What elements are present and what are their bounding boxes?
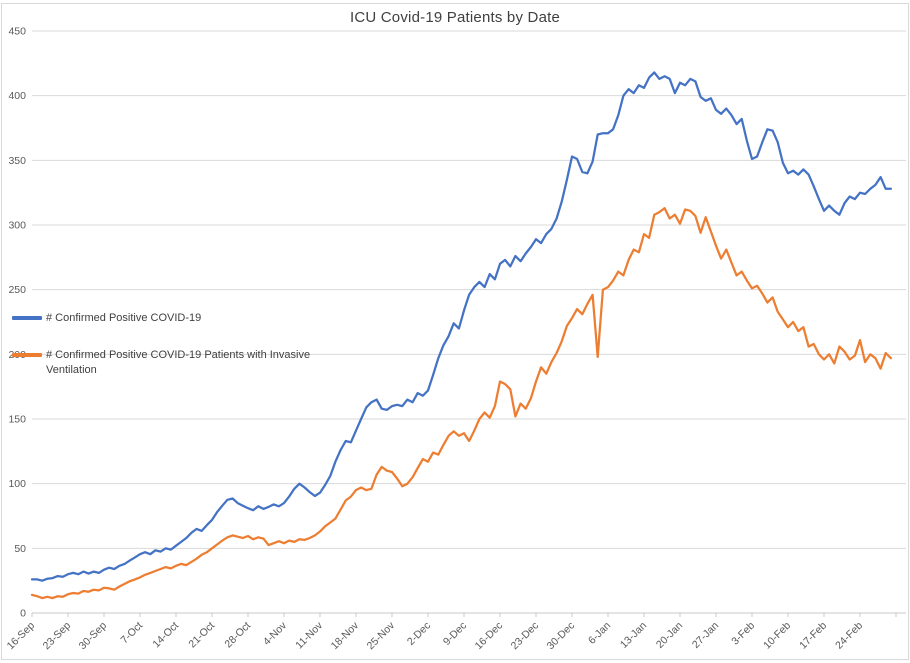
x-axis-label: 2-Dec xyxy=(405,620,433,648)
x-axis-label: 23-Dec xyxy=(509,620,541,652)
x-axis-label: 3-Feb xyxy=(729,620,757,648)
x-axis-label: 23-Sep xyxy=(41,620,74,653)
legend-swatch-invasive-ventilation xyxy=(12,353,42,357)
x-axis-label: 11-Nov xyxy=(293,619,325,651)
x-axis-label: 16-Dec xyxy=(473,620,505,652)
x-axis-label: 16-Sep xyxy=(5,620,38,653)
legend-label-confirmed-positive: # Confirmed Positive COVID-19 xyxy=(46,312,202,324)
x-axis-label: 20-Jan xyxy=(654,620,685,651)
y-axis-label: 350 xyxy=(8,155,26,167)
x-axis-label: 14-Oct xyxy=(150,620,181,651)
chart-title: ICU Covid-19 Patients by Date xyxy=(349,9,561,26)
x-axis-label: 28-Oct xyxy=(222,620,253,651)
y-axis-label: 150 xyxy=(8,414,26,426)
y-axis-label: 400 xyxy=(8,90,26,102)
legend-label-invasive-ventilation: # Confirmed Positive COVID-19 Patients w… xyxy=(46,349,311,376)
legend: # Confirmed Positive COVID-19 # Confirme… xyxy=(12,311,338,378)
y-axis-label: 250 xyxy=(8,284,26,296)
x-axis-label: 21-Oct xyxy=(186,620,217,651)
x-axis-label: 4-Nov xyxy=(261,619,290,648)
y-axis-label: 450 xyxy=(8,26,26,38)
series-line-confirmed-positive xyxy=(30,71,893,582)
y-axis-label: 100 xyxy=(8,478,26,490)
x-axis-label: 18-Nov xyxy=(329,619,362,652)
series-line-invasive-ventilation xyxy=(30,207,893,600)
x-axis-label: 30-Dec xyxy=(545,620,577,652)
y-axis-label: 0 xyxy=(20,608,26,620)
y-axis-label: 300 xyxy=(8,220,26,232)
x-axis-label: 24-Feb xyxy=(833,620,865,652)
x-axis-label: 7-Oct xyxy=(118,620,145,647)
x-axis-label: 13-Jan xyxy=(618,620,649,651)
x-axis-label: 25-Nov xyxy=(365,619,398,652)
x-axis-label: 27-Jan xyxy=(690,620,721,651)
y-axis-label: 50 xyxy=(14,543,26,555)
legend-item-invasive-ventilation: # Confirmed Positive COVID-19 Patients w… xyxy=(12,348,338,378)
legend-item-confirmed-positive: # Confirmed Positive COVID-19 xyxy=(12,311,338,326)
x-axis-label: 30-Sep xyxy=(77,620,110,653)
x-axis-label: 9-Dec xyxy=(441,620,469,648)
x-axis-label: 17-Feb xyxy=(797,620,829,652)
x-axis-label: 10-Feb xyxy=(761,620,793,652)
x-axis-label: 6-Jan xyxy=(586,620,613,647)
legend-swatch-confirmed-positive xyxy=(12,316,42,320)
